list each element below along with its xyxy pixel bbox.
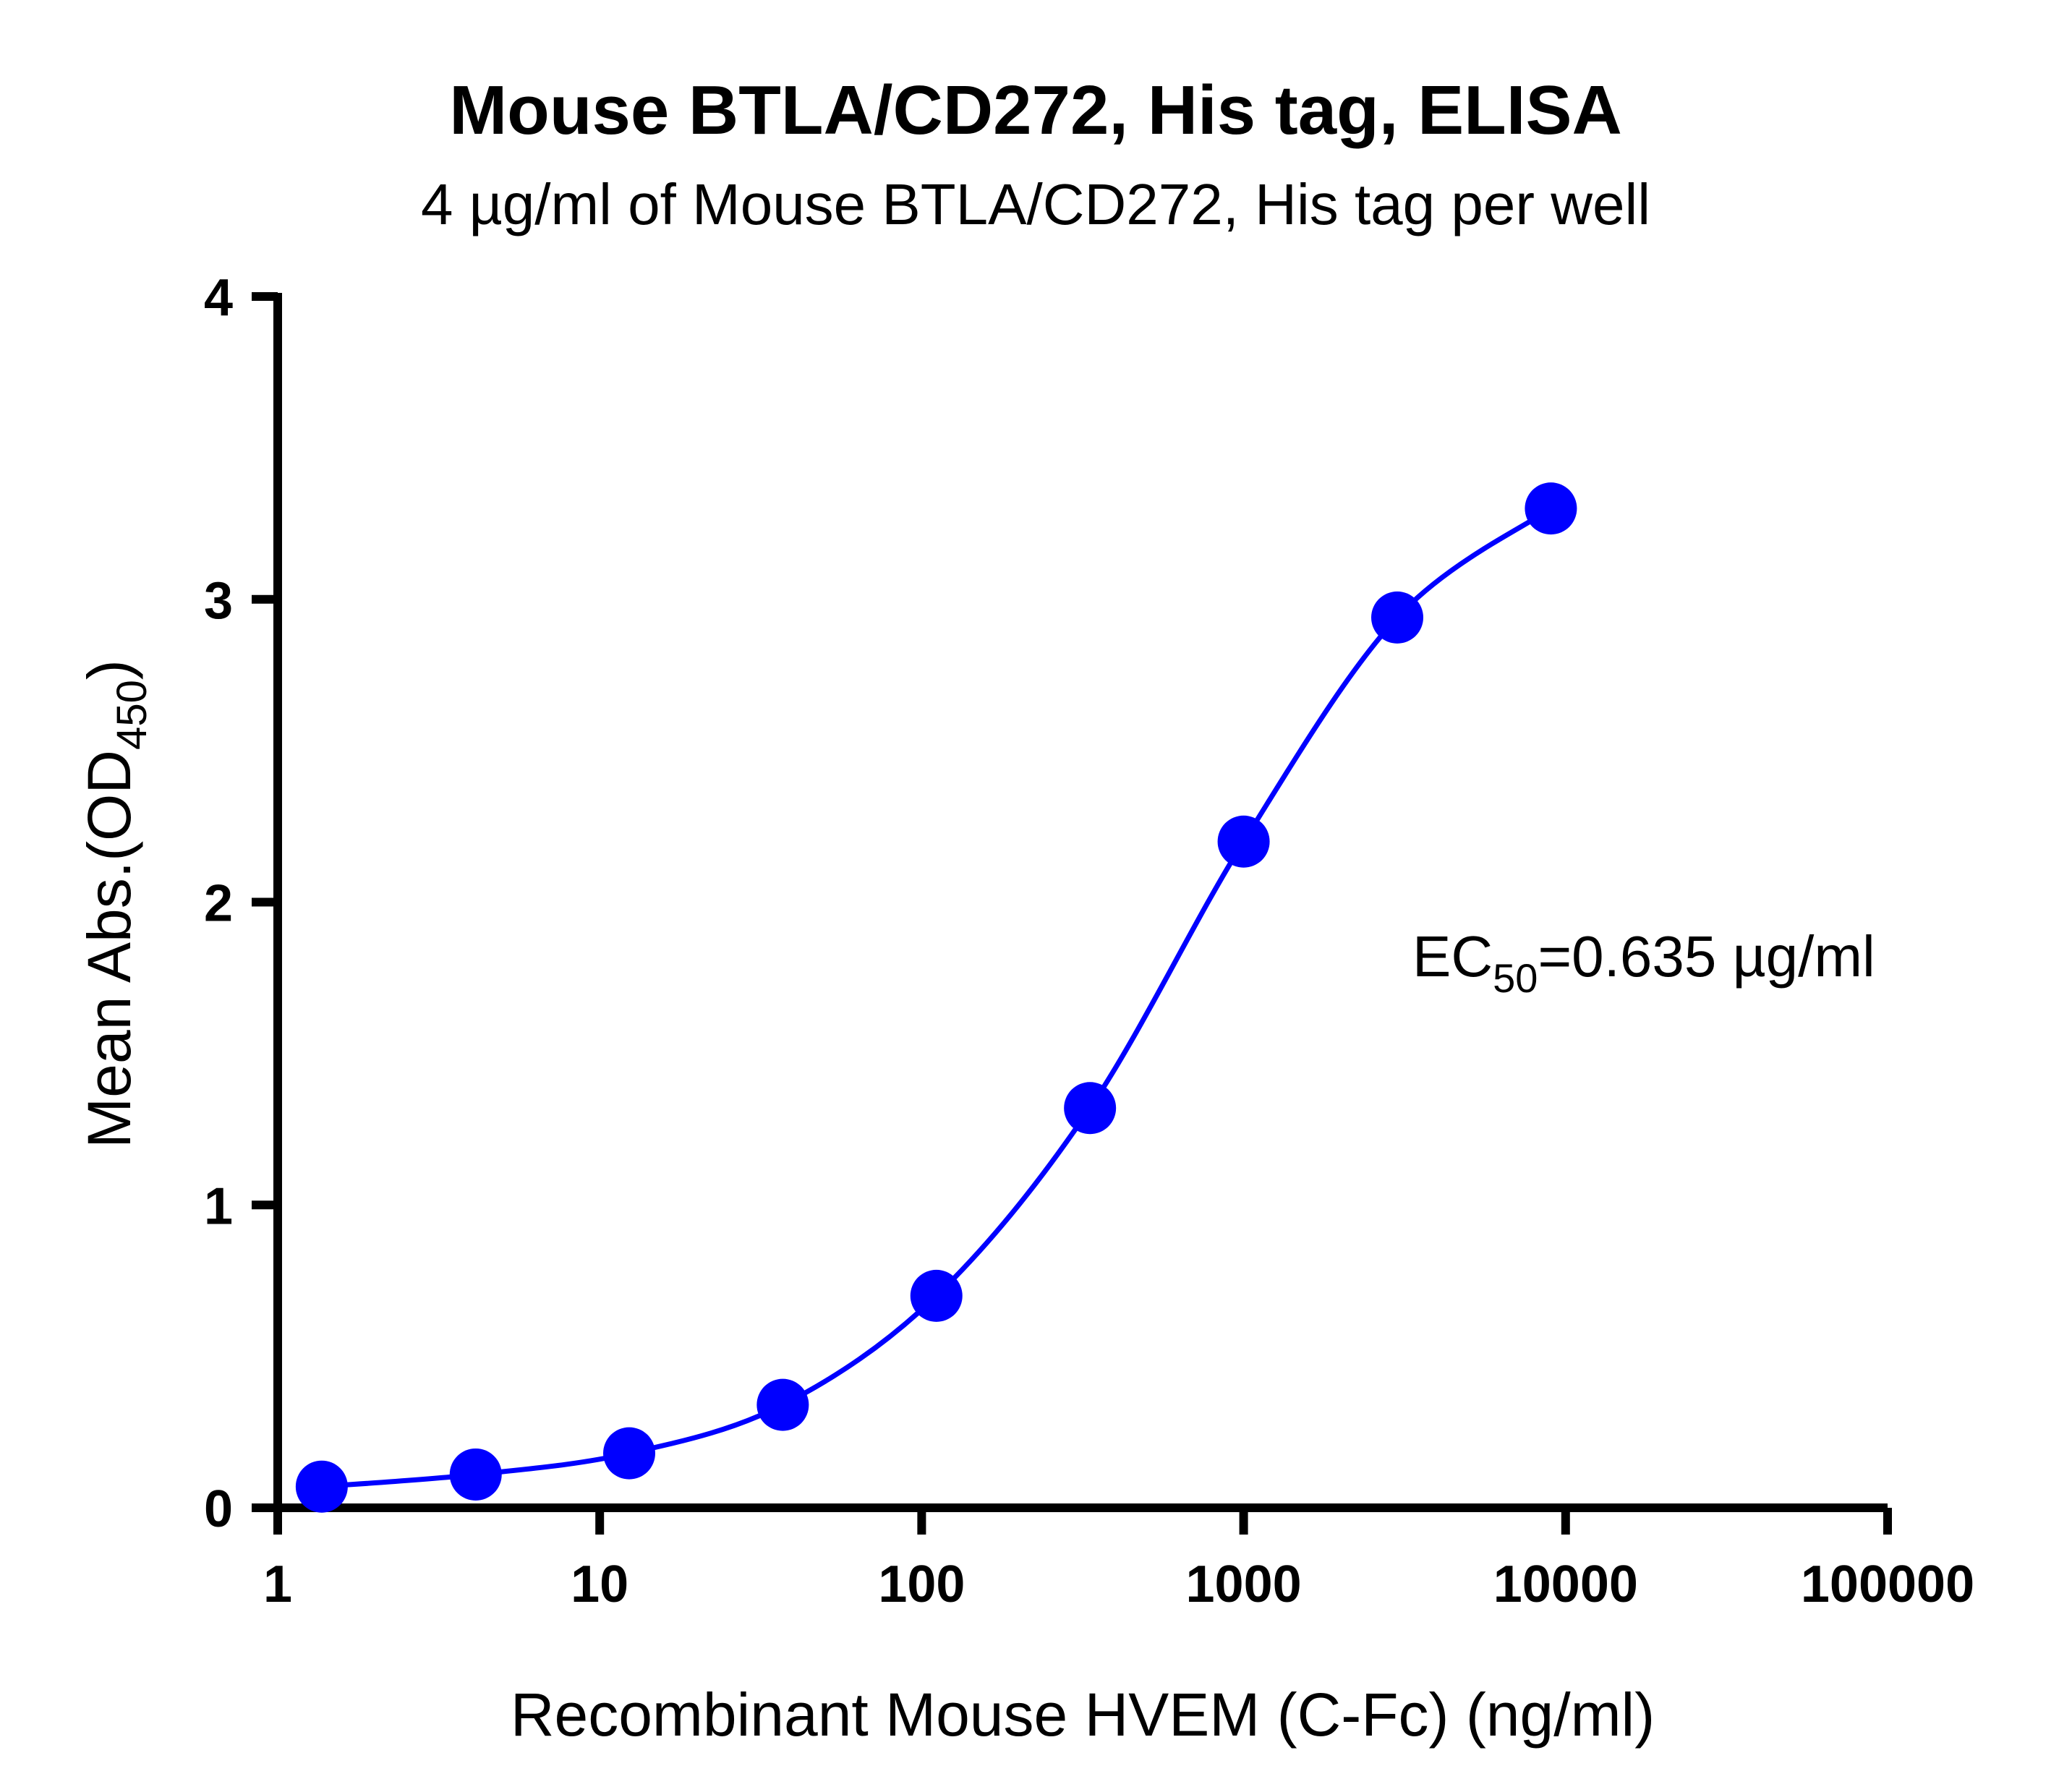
x-tick-label: 100 [878,1556,965,1613]
data-point [1525,482,1577,535]
data-point [449,1448,502,1501]
data-point [295,1460,348,1513]
fit-curve [321,506,1553,1490]
ec50-sub: 50 [1493,955,1538,1001]
data-point [756,1378,809,1431]
data-point [910,1269,963,1322]
y-tick-label: 3 [204,572,233,630]
x-tick-label: 1 [263,1556,292,1613]
x-axis: 1 10 100 1000 10000 100000 [263,1503,1974,1613]
x-tick-label: 100000 [1801,1556,1974,1613]
data-point [1064,1082,1117,1135]
x-axis-label: Recombinant Mouse HVEM (C-Fc) (ng/ml) [511,1681,1655,1749]
y-axis-label-sub: 450 [108,680,155,750]
ec50-prefix: EC [1412,924,1493,989]
y-ticks: 0 1 2 3 4 [204,269,278,1538]
x-ticks: 1 10 100 1000 10000 100000 [263,1508,1974,1613]
y-tick-label: 1 [204,1177,233,1235]
y-tick-label: 0 [204,1480,233,1538]
data-point [1217,815,1270,868]
ec50-suffix: =0.635 µg/ml [1538,924,1875,989]
y-tick-label: 4 [204,269,233,327]
chart-subtitle: 4 µg/ml of Mouse BTLA/CD272, His tag per… [421,172,1650,236]
y-axis-label-main: Mean Abs.(OD [75,750,143,1148]
y-axis: 0 1 2 3 4 [204,269,282,1538]
data-point [1371,591,1424,644]
chart-title: Mouse BTLA/CD272, His tag, ELISA [449,72,1622,149]
x-tick-label: 10000 [1493,1556,1638,1613]
data-point [603,1427,656,1480]
x-tick-label: 1000 [1186,1556,1302,1613]
x-tick-label: 10 [571,1556,628,1613]
y-tick-label: 2 [204,875,233,933]
y-axis-label-close: ) [75,660,143,680]
ec50-annotation: EC50=0.635 µg/ml [1412,924,1875,1001]
y-axis-label: Mean Abs.(OD450) [75,660,155,1148]
data-points [295,482,1577,1513]
